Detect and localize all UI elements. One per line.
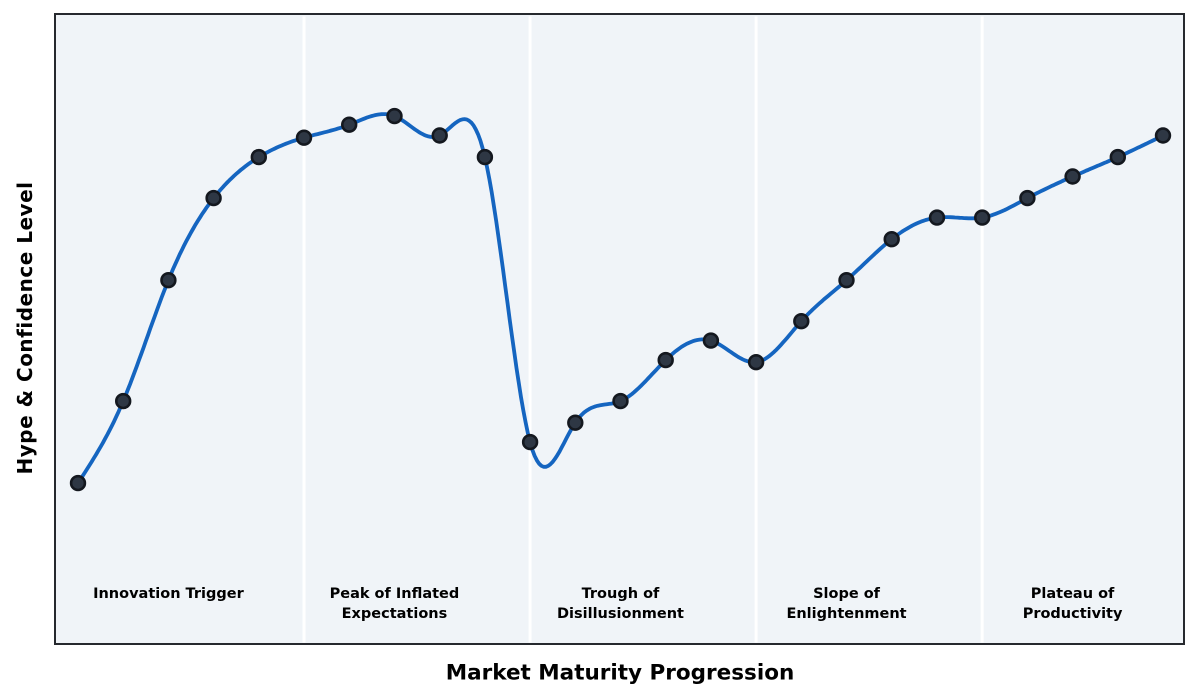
phase-label: Innovation Trigger [93, 586, 244, 602]
phase-label: Peak of Inflated Expectations [329, 586, 460, 622]
x-axis-label: Market Maturity Progression [445, 660, 795, 686]
y-axis-label: Hype & Confidence Level [13, 181, 37, 475]
phase-label: Trough of Disillusionment [557, 586, 684, 622]
plot-area [54, 13, 1185, 645]
phase-label: Slope of Enlightenment [786, 586, 907, 622]
phase-label: Plateau of Productivity [1022, 586, 1123, 622]
